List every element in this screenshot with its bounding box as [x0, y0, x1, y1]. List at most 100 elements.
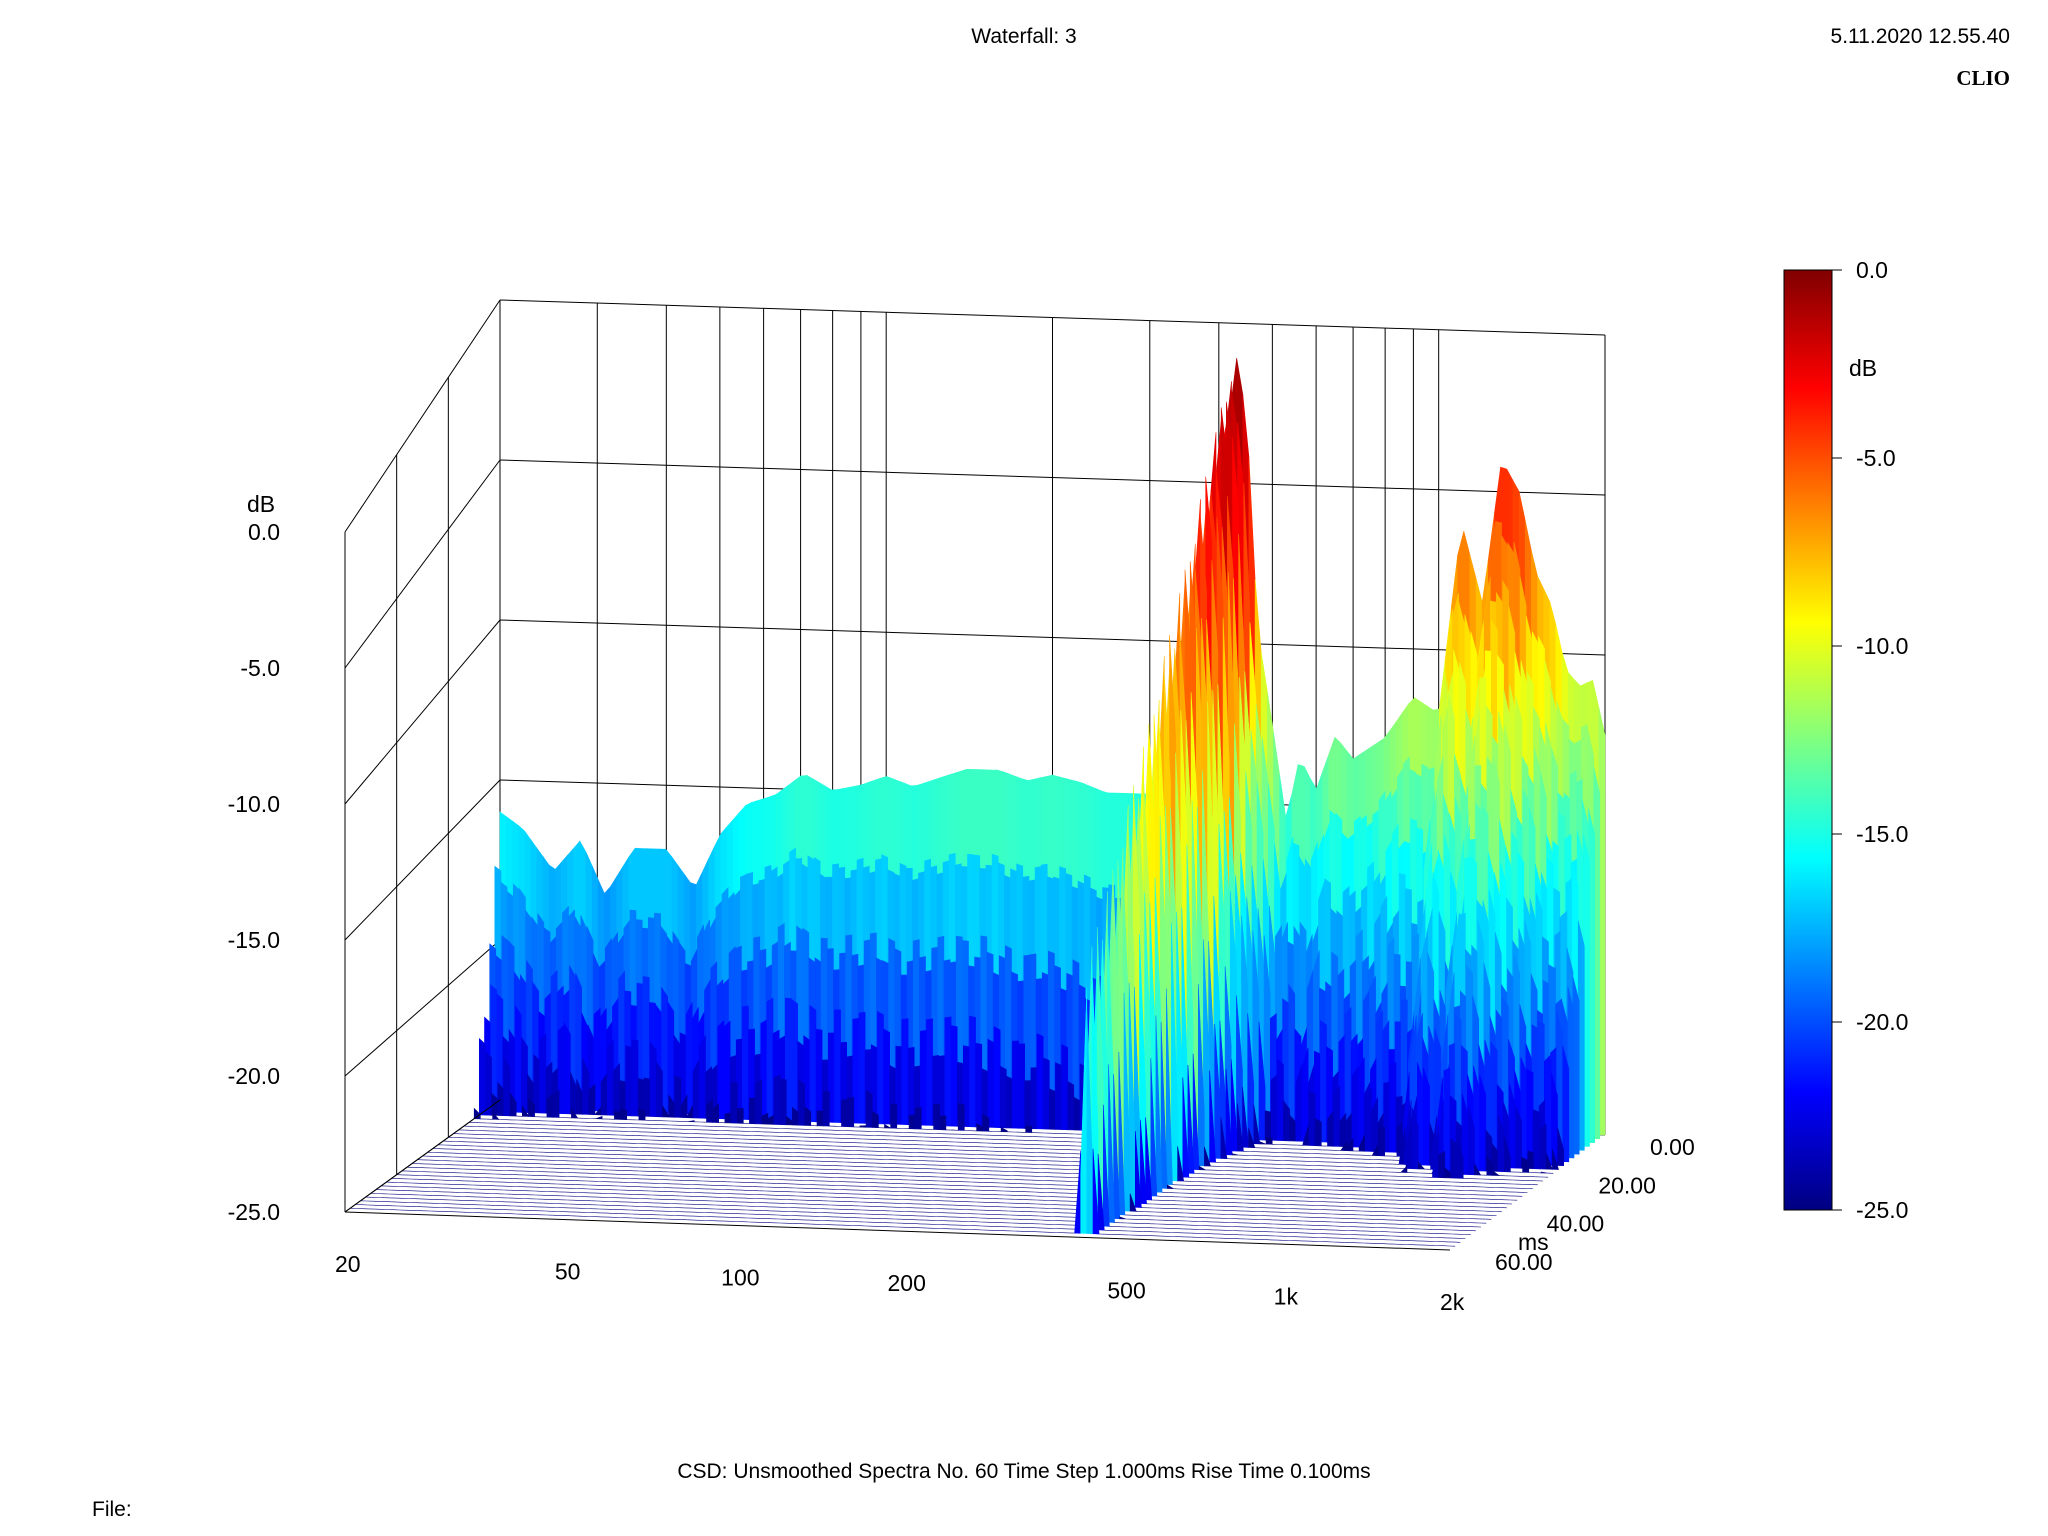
waterfall-mark	[779, 1078, 787, 1126]
waterfall-mark	[1155, 1015, 1163, 1193]
waterfall-mark	[1192, 1053, 1200, 1171]
waterfall-mark	[1533, 1111, 1541, 1170]
waterfall-mark	[859, 1125, 867, 1128]
waterfall-mark	[950, 1025, 958, 1127]
waterfall-mark	[939, 1115, 947, 1131]
waterfall-mark	[1545, 1152, 1553, 1170]
waterfall-mark	[674, 1075, 682, 1118]
waterfall-mark	[834, 1009, 841, 1123]
waterfall-mark	[841, 1098, 849, 1128]
waterfall-mark	[1526, 1068, 1534, 1166]
waterfall-mark	[485, 1050, 492, 1116]
waterfall-mark	[606, 1038, 614, 1116]
waterfall-mark	[1314, 1117, 1322, 1147]
side-grid-line	[344, 299, 501, 533]
waterfall-mark	[1118, 1051, 1126, 1216]
waterfall-mark	[1160, 1021, 1168, 1189]
waterfall-mark	[539, 1033, 547, 1114]
waterfall-mark	[1119, 1216, 1126, 1220]
waterfall-mark	[975, 1042, 983, 1128]
waterfall-mark	[1030, 1067, 1038, 1130]
waterfall-mark	[926, 1018, 933, 1126]
waterfall-mark	[1277, 1058, 1284, 1142]
waterfall-mark	[699, 1034, 706, 1119]
waterfall-mark	[1562, 1045, 1570, 1163]
waterfall-mark	[1135, 1130, 1142, 1208]
waterfall-mark	[1308, 1091, 1316, 1147]
waterfall-mark	[815, 1028, 823, 1123]
waterfall-mark	[755, 1079, 763, 1125]
waterfall-mark	[1049, 1088, 1056, 1130]
waterfall-mark	[1237, 1103, 1244, 1152]
waterfall-mark	[1438, 1150, 1446, 1179]
waterfall-mark	[1113, 1074, 1121, 1220]
waterfall-mark	[1145, 1117, 1153, 1201]
waterfall-mark	[1248, 1128, 1256, 1149]
waterfall-mark	[563, 1022, 571, 1115]
waterfall-mark	[847, 1096, 855, 1128]
waterfall-mark	[933, 1103, 941, 1131]
waterfall-mark	[595, 1115, 603, 1120]
waterfall-mark	[969, 1015, 976, 1128]
waterfall-mark	[858, 1011, 866, 1124]
waterfall-mark	[1242, 1086, 1249, 1148]
waterfall-mark	[1398, 1126, 1406, 1165]
waterfall-mark	[1012, 1040, 1019, 1129]
waterfall-mark	[1357, 1057, 1365, 1148]
waterfall-mark	[1522, 1164, 1530, 1173]
waterfall-mark	[588, 1083, 596, 1116]
waterfall-mark	[625, 1045, 633, 1117]
waterfall-mark	[1042, 1057, 1050, 1130]
waterfall-mark	[907, 1046, 915, 1126]
waterfall-mark	[1140, 1119, 1147, 1205]
waterfall-mark	[1400, 1165, 1408, 1173]
waterfall-mark	[890, 1103, 898, 1129]
waterfall-mark	[1333, 1085, 1341, 1147]
waterfall-mark	[614, 1110, 621, 1120]
waterfall-mark	[1340, 1141, 1348, 1152]
waterfall-mark	[1187, 1064, 1195, 1174]
waterfall-mark	[944, 1016, 952, 1127]
waterfall-mark	[656, 1061, 663, 1118]
side-grid-line	[344, 459, 501, 669]
waterfall-mark	[1474, 1163, 1482, 1176]
waterfall-mark	[1073, 1096, 1081, 1131]
waterfall-mark	[791, 998, 798, 1122]
waterfall-mark	[1108, 1064, 1115, 1223]
waterfall-mark	[736, 1107, 744, 1124]
side-grid-line	[344, 939, 501, 1077]
waterfall-mark	[1539, 1122, 1547, 1170]
waterfall-mark	[1067, 1080, 1075, 1131]
waterfall-mark	[1557, 1127, 1564, 1167]
waterfall-mark	[688, 1120, 695, 1123]
waterfall-mark	[877, 1010, 884, 1125]
waterfall-mark	[723, 1020, 731, 1120]
waterfall-mark	[1265, 1137, 1273, 1145]
waterfall-mark	[901, 1018, 909, 1126]
waterfall-mark	[1418, 1161, 1426, 1170]
waterfall-mark	[1378, 1126, 1385, 1157]
waterfall-mark	[1018, 1043, 1025, 1129]
waterfall-mark	[613, 1062, 620, 1116]
waterfall-mark	[809, 1004, 817, 1123]
waterfall-mark	[883, 1028, 891, 1125]
side-grid-line	[344, 619, 501, 805]
waterfall-mark	[1220, 1117, 1228, 1160]
waterfall-mark	[1209, 1070, 1217, 1163]
waterfall-mark	[1389, 1062, 1397, 1153]
waterfall-mark	[1259, 1141, 1267, 1145]
waterfall-mark	[478, 1037, 486, 1116]
waterfall-mark	[620, 1108, 628, 1121]
waterfall-mark	[766, 997, 774, 1121]
side-grid-line	[344, 779, 501, 941]
waterfall-mark	[1253, 1104, 1261, 1145]
waterfall-mark	[649, 1040, 657, 1118]
waterfall-mark	[1492, 1170, 1501, 1176]
waterfall-mark	[1351, 1066, 1359, 1148]
waterfall-mark	[1450, 1138, 1458, 1179]
waterfall-mark	[749, 1097, 756, 1125]
waterfall-mark	[993, 1026, 1001, 1129]
waterfall-mark	[1025, 1125, 1033, 1133]
waterfall-mark	[914, 1107, 922, 1130]
